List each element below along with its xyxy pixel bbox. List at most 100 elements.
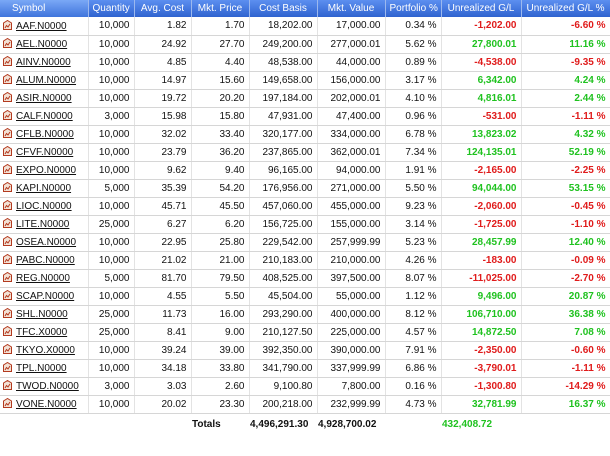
table-row[interactable]: OSEA.N0000 10,000 22.95 25.80 229,542.00 257,…: [0, 233, 610, 252]
column-header-quantity[interactable]: Quantity: [88, 0, 135, 17]
column-header-mkt-price[interactable]: Mkt. Price: [191, 0, 250, 17]
unrealized-gl-pct-cell: 4.24 %: [521, 71, 610, 90]
symbol-link[interactable]: CFLB.N0000: [16, 129, 74, 140]
symbol-cell: KAPI.N0000: [0, 179, 89, 198]
symbol-link[interactable]: VONE.N0000: [16, 399, 77, 410]
stock-chart-icon[interactable]: [3, 380, 12, 390]
symbol-link[interactable]: AAF.N0000: [16, 20, 67, 32]
stock-chart-icon[interactable]: [3, 164, 12, 174]
mkt-value-cell: 55,000.00: [317, 287, 386, 306]
symbol-link[interactable]: SHL.N0000: [16, 309, 68, 320]
symbol-cell: AAF.N0000: [0, 17, 89, 36]
totals-mkt-value: 4,928,700.02: [318, 419, 377, 430]
unrealized-gl-cell: 124,135.01: [441, 143, 522, 162]
symbol-link[interactable]: KAPI.N0000: [16, 183, 72, 194]
symbol-link[interactable]: ALUM.N0000: [16, 75, 77, 86]
table-row[interactable]: TPL.N0000 10,000 34.18 33.80 341,790.00 337,9…: [0, 359, 610, 378]
symbol-link[interactable]: AEL.N0000: [16, 39, 68, 50]
symbol-cell: TPL.N0000: [0, 359, 89, 378]
stock-chart-icon[interactable]: [3, 362, 12, 372]
symbol-link[interactable]: SCAP.N0000: [16, 291, 75, 302]
stock-chart-icon[interactable]: [3, 272, 12, 282]
avg-cost-cell: 19.72: [134, 89, 192, 108]
mkt-price-cell: 15.60: [191, 71, 250, 90]
table-row[interactable]: SHL.N0000 25,000 11.73 16.00 293,290.00 400,0…: [0, 305, 610, 324]
symbol-link[interactable]: EXPO.N0000: [16, 165, 77, 176]
symbol-link[interactable]: TFC.X0000: [16, 327, 68, 338]
stock-chart-icon[interactable]: [3, 19, 12, 30]
table-row[interactable]: SCAP.N0000 10,000 4.55 5.50 45,504.00 55,000.…: [0, 287, 610, 306]
stock-chart-icon[interactable]: [3, 218, 12, 228]
table-row[interactable]: AINV.N0000 10,000 4.85 4.40 48,538.00 44,000.…: [0, 53, 610, 72]
stock-chart-icon[interactable]: [3, 146, 12, 156]
column-header-cost-basis[interactable]: Cost Basis: [249, 0, 318, 17]
stock-chart-icon[interactable]: [3, 236, 12, 246]
mkt-value-cell: 271,000.00: [317, 179, 386, 198]
table-row[interactable]: LIOC.N0000 10,000 45.71 45.50 457,060.00 455,…: [0, 197, 610, 216]
column-header-portfolio-pct[interactable]: Portfolio %: [385, 0, 442, 17]
mkt-price-cell: 39.00: [191, 341, 250, 360]
column-header-mkt-value[interactable]: Mkt. Value: [317, 0, 386, 17]
table-row[interactable]: EXPO.N0000 10,000 9.62 9.40 96,165.00 94,000.…: [0, 161, 610, 180]
stock-chart-icon[interactable]: [3, 398, 12, 408]
stock-chart-icon[interactable]: [3, 254, 12, 264]
mkt-price-cell: 23.30: [191, 395, 250, 414]
symbol-link[interactable]: LITE.N0000: [16, 219, 70, 230]
stock-chart-icon[interactable]: [3, 110, 12, 120]
symbol-link[interactable]: CALF.N0000: [16, 111, 73, 122]
stock-chart-icon[interactable]: [3, 92, 12, 102]
stock-chart-icon[interactable]: [3, 344, 12, 354]
unrealized-gl-cell: 106,710.00: [441, 305, 522, 324]
table-row[interactable]: TFC.X0000 25,000 8.41 9.00 210,127.50 225,000…: [0, 323, 610, 342]
table-row[interactable]: TWOD.N0000 3,000 3.03 2.60 9,100.80 7,800.00 0…: [0, 377, 610, 396]
symbol-cell: CFVF.N0000: [0, 143, 89, 162]
stock-chart-icon[interactable]: [3, 56, 12, 66]
mkt-price-cell: 20.20: [191, 89, 250, 108]
table-row[interactable]: PABC.N0000 10,000 21.02 21.00 210,183.00 210,…: [0, 251, 610, 270]
quantity-cell: 10,000: [88, 197, 135, 216]
stock-chart-icon[interactable]: [3, 74, 12, 84]
stock-chart-icon[interactable]: [3, 326, 12, 336]
stock-chart-icon[interactable]: [3, 200, 12, 210]
mkt-price-cell: 2.60: [191, 377, 250, 396]
column-header-unrealized-gl-pct[interactable]: Unrealized G/L %: [521, 0, 610, 17]
table-row[interactable]: VONE.N0000 10,000 20.02 23.30 200,218.00 232,…: [0, 395, 610, 414]
mkt-value-cell: 225,000.00: [317, 323, 386, 342]
table-row[interactable]: KAPI.N0000 5,000 35.39 54.20 176,956.00 271,0…: [0, 179, 610, 198]
table-row[interactable]: CALF.N0000 3,000 15.98 15.80 47,931.00 47,400…: [0, 107, 610, 126]
symbol-link[interactable]: ASIR.N0000: [16, 93, 72, 104]
symbol-link[interactable]: TKYO.X0000: [16, 345, 75, 356]
stock-chart-icon[interactable]: [3, 128, 12, 138]
table-row[interactable]: CFLB.N0000 10,000 32.02 33.40 320,177.00 334,…: [0, 125, 610, 144]
totals-unrealized-gl: 432,408.72: [442, 419, 493, 430]
table-row[interactable]: ASIR.N0000 10,000 19.72 20.20 197,184.00 202,…: [0, 89, 610, 108]
unrealized-gl-pct-cell: -14.29 %: [521, 377, 610, 396]
symbol-cell: CFLB.N0000: [0, 125, 89, 144]
table-row[interactable]: REG.N0000 5,000 81.70 79.50 408,525.00 397,50…: [0, 269, 610, 288]
table-row[interactable]: AAF.N0000 10,000 1.82 1.70 18,202.00 17,000.0…: [0, 17, 610, 36]
stock-chart-icon[interactable]: [3, 182, 12, 192]
stock-chart-icon[interactable]: [3, 38, 12, 48]
column-header-unrealized-gl[interactable]: Unrealized G/L: [441, 0, 522, 17]
table-row[interactable]: ALUM.N0000 10,000 14.97 15.60 149,658.00 156,…: [0, 71, 610, 90]
stock-chart-icon[interactable]: [3, 290, 12, 300]
table-row[interactable]: LITE.N0000 25,000 6.27 6.20 156,725.00 155,00…: [0, 215, 610, 234]
symbol-link[interactable]: TWOD.N0000: [16, 381, 79, 392]
symbol-link[interactable]: REG.N0000: [16, 273, 70, 284]
stock-chart-icon[interactable]: [3, 308, 12, 318]
column-header-avg-cost[interactable]: Avg. Cost: [134, 0, 192, 17]
symbol-link[interactable]: LIOC.N0000: [16, 201, 72, 212]
column-header-symbol[interactable]: Symbol: [0, 0, 89, 17]
symbol-link[interactable]: CFVF.N0000: [16, 147, 74, 158]
table-row[interactable]: TKYO.X0000 10,000 39.24 39.00 392,350.00 390,…: [0, 341, 610, 360]
symbol-link[interactable]: PABC.N0000: [16, 255, 75, 266]
symbol-link[interactable]: TPL.N0000: [16, 363, 67, 374]
table-row[interactable]: AEL.N0000 10,000 24.92 27.70 249,200.00 277,0…: [0, 35, 610, 54]
symbol-link[interactable]: AINV.N0000: [16, 57, 71, 68]
unrealized-gl-pct-cell: -6.60 %: [521, 17, 610, 36]
mkt-value-cell: 362,000.01: [317, 143, 386, 162]
table-row[interactable]: CFVF.N0000 10,000 23.79 36.20 237,865.00 362,…: [0, 143, 610, 162]
symbol-link[interactable]: OSEA.N0000: [16, 237, 77, 248]
unrealized-gl-cell: -1,300.80: [441, 377, 522, 396]
quantity-cell: 10,000: [88, 341, 135, 360]
